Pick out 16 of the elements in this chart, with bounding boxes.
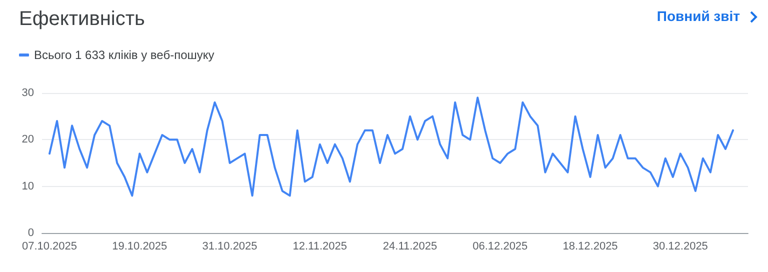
x-tick-label: 31.10.2025 — [202, 240, 258, 252]
y-tick-label: 0 — [28, 227, 34, 239]
x-tick-label: 30.12.2025 — [652, 240, 708, 252]
y-tick-label: 10 — [22, 180, 34, 192]
legend-label: Всього 1 633 кліків у веб-пошуку — [34, 48, 214, 62]
x-tick-label: 07.10.2025 — [22, 240, 78, 252]
chart-title: Ефективність — [19, 8, 145, 30]
x-tick-label: 19.10.2025 — [112, 240, 168, 252]
x-tick-label: 18.12.2025 — [562, 240, 618, 252]
x-tick-label: 12.11.2025 — [292, 240, 348, 252]
x-tick-label: 24.11.2025 — [382, 240, 438, 252]
line-series — [48, 96, 734, 197]
text: Повний звіт — [656, 8, 740, 24]
y-tick-label: 30 — [22, 87, 34, 99]
y-tick-label: 20 — [22, 134, 34, 146]
x-tick-label: 06.12.2025 — [472, 240, 528, 252]
